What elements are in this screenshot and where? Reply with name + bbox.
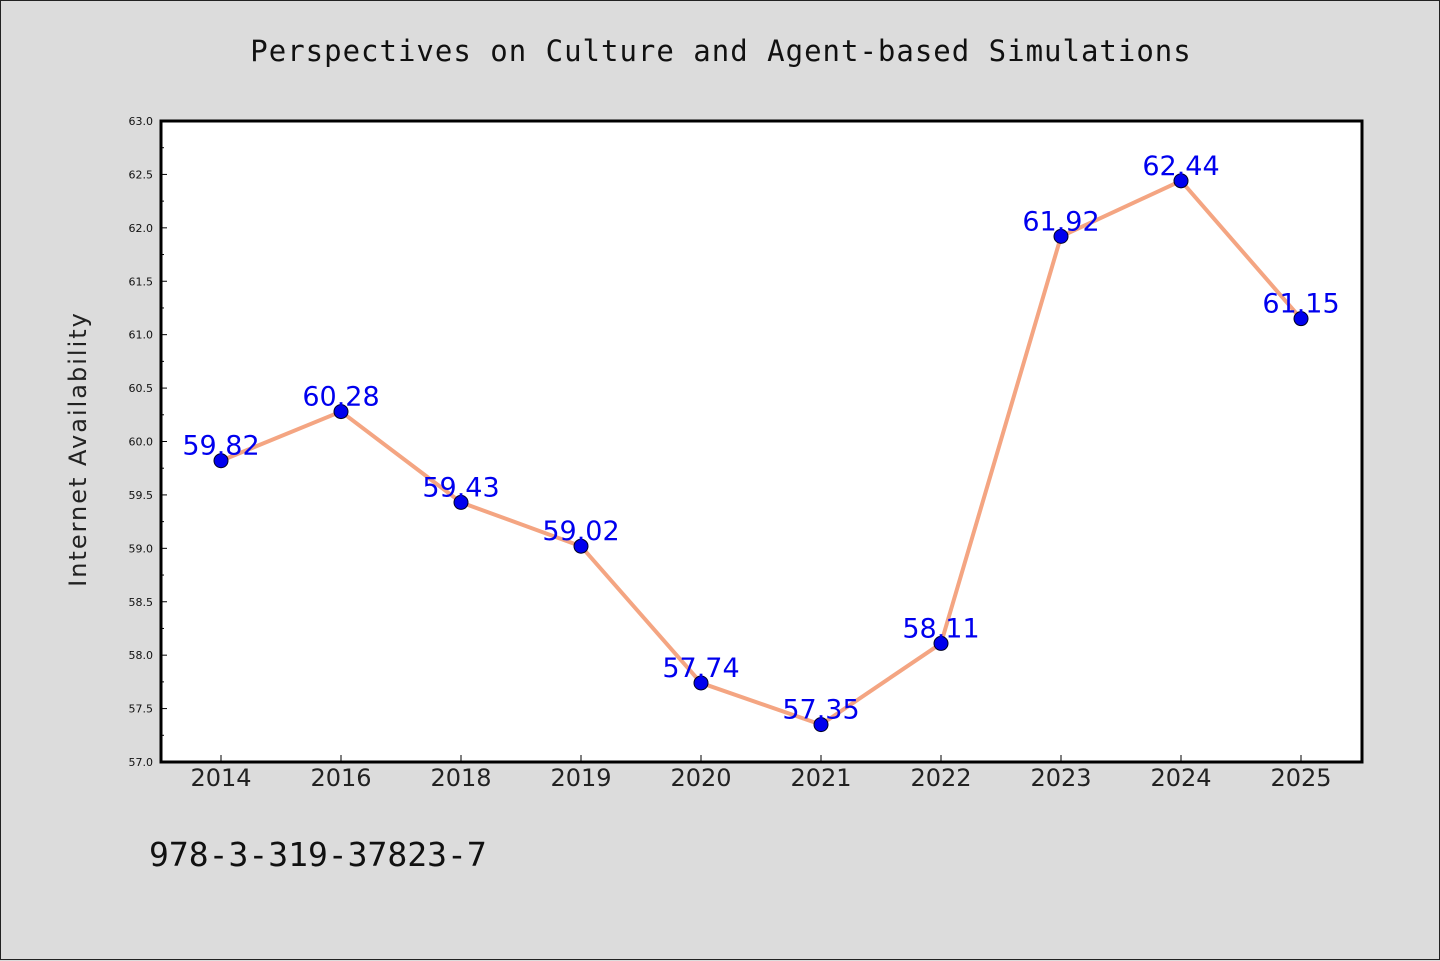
x-tick-label: 2023: [1030, 764, 1091, 792]
y-tick-label: 58.0: [129, 649, 154, 662]
data-label: 59.02: [542, 516, 619, 547]
x-tick-label: 2019: [550, 764, 611, 792]
chart-title: Perspectives on Culture and Agent-based …: [250, 34, 1192, 68]
y-tick-label: 60.5: [129, 382, 154, 395]
data-label: 57.35: [782, 695, 859, 726]
y-tick-label: 57.5: [129, 703, 154, 716]
data-point: [813, 717, 829, 733]
y-tick-label: 61.5: [129, 275, 154, 288]
x-tick-label: 2024: [1150, 764, 1211, 792]
data-label: 61.15: [1262, 289, 1339, 320]
data-point: [1293, 311, 1309, 327]
data-point: [453, 494, 469, 510]
data-label: 58.11: [902, 613, 979, 644]
plot-frame: [159, 119, 1364, 764]
data-point: [333, 404, 349, 420]
data-label: 59.43: [422, 472, 499, 503]
data-point: [933, 635, 949, 651]
data-label: 62.44: [1142, 151, 1219, 182]
y-tick-label: 61.0: [129, 329, 154, 342]
data-label: 61.92: [1022, 206, 1099, 237]
data-point: [213, 453, 229, 469]
y-tick-label: 57.0: [129, 756, 154, 769]
x-tick-label: 2022: [910, 764, 971, 792]
data-point: [1173, 173, 1189, 189]
y-tick-label: 62.5: [129, 168, 154, 181]
data-point: [693, 675, 709, 691]
y-tick-label: 60.0: [129, 436, 154, 449]
data-label: 60.28: [302, 382, 379, 413]
y-tick-label: 58.5: [129, 596, 154, 609]
x-tick-label: 2018: [430, 764, 491, 792]
data-point: [573, 538, 589, 554]
x-tick-label: 2020: [670, 764, 731, 792]
x-tick-label: 2021: [790, 764, 851, 792]
data-label: 59.82: [182, 431, 259, 462]
y-tick-label: 59.5: [129, 489, 154, 502]
y-tick-label: 62.0: [129, 222, 154, 235]
x-tick-label: 2025: [1270, 764, 1331, 792]
x-tick-label: 2016: [310, 764, 371, 792]
y-tick-label: 59.0: [129, 542, 154, 555]
x-tick-label: 2014: [190, 764, 251, 792]
data-label: 57.74: [662, 653, 739, 684]
y-tick-label: 63.0: [129, 115, 154, 128]
plot-area: [161, 121, 1362, 762]
isbn-caption: 978-3-319-37823-7: [149, 835, 487, 874]
data-point: [1053, 228, 1069, 244]
series-line: [220, 178, 1303, 727]
